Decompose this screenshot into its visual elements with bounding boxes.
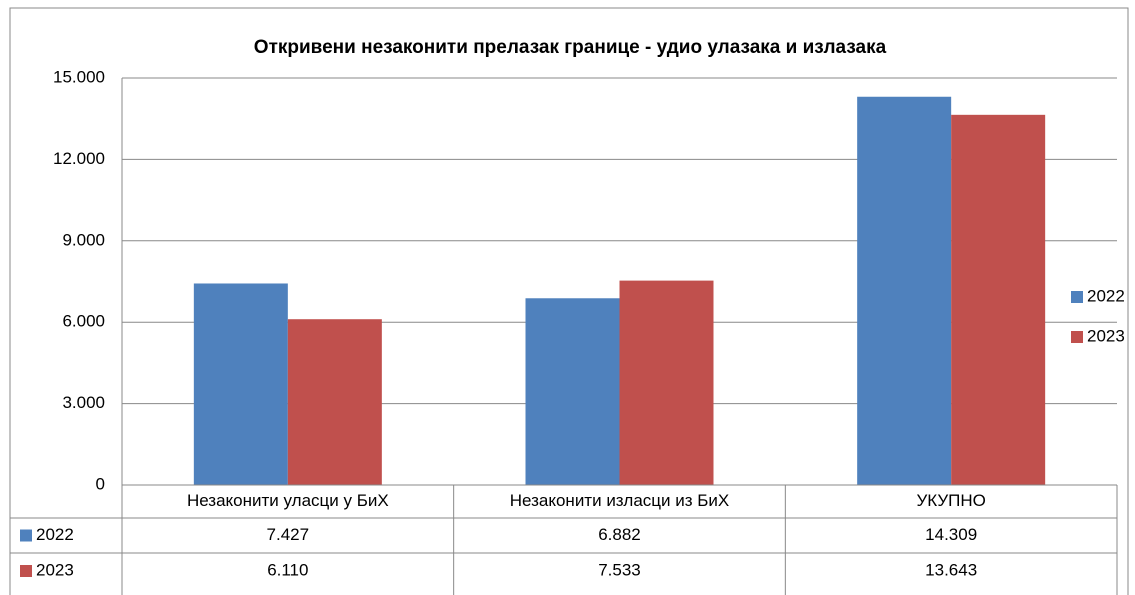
x-tick-label: УКУПНО — [916, 491, 985, 510]
table-cell: 6.110 — [267, 560, 308, 579]
table-row-label: 2023 — [36, 560, 74, 579]
bar — [951, 114, 1046, 485]
x-tick-label: Незаконити уласци у БиХ — [187, 491, 389, 510]
y-tick-label: 3.000 — [62, 393, 105, 412]
x-tick-label: Незаконити изласци из БиХ — [510, 491, 730, 510]
table-cell: 13.643 — [925, 560, 977, 579]
y-tick-label: 0 — [96, 474, 105, 493]
table-cell: 14.309 — [925, 525, 977, 544]
bar — [619, 280, 714, 485]
legend-label: 2022 — [1087, 286, 1125, 305]
y-tick-label: 6.000 — [62, 312, 105, 331]
table-cell: 7.427 — [267, 525, 310, 544]
bar — [857, 96, 952, 485]
y-tick-label: 12.000 — [53, 149, 105, 168]
bar — [287, 319, 382, 485]
table-cell: 7.533 — [598, 560, 641, 579]
y-tick-label: 9.000 — [62, 230, 105, 249]
legend-key — [1071, 291, 1083, 303]
table-legend-key — [20, 565, 32, 577]
legend-key — [1071, 331, 1083, 343]
table-legend-key — [20, 529, 32, 542]
y-tick-label: 15.000 — [53, 67, 105, 86]
bar — [525, 298, 620, 485]
legend-label: 2023 — [1087, 326, 1125, 345]
table-cell: 6.882 — [598, 525, 641, 544]
table-row-label: 2022 — [36, 525, 74, 544]
bar — [193, 283, 288, 485]
chart-title: Откривени незаконити прелазак границе - … — [254, 37, 887, 58]
